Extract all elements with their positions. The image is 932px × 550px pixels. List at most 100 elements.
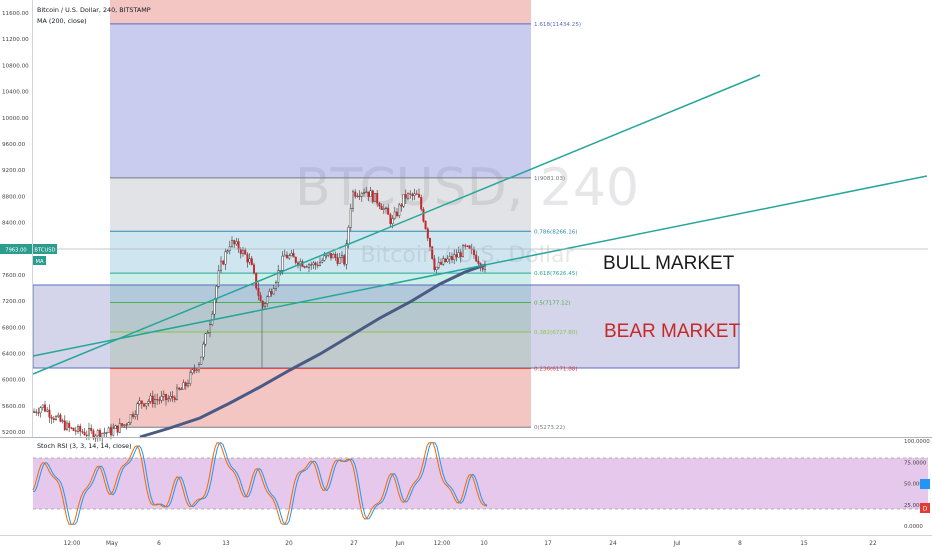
candle-body [409, 193, 412, 195]
candle-body [451, 256, 454, 260]
candle-body [164, 393, 167, 401]
candle-body [39, 407, 42, 414]
candle-body [418, 194, 421, 198]
candle-body [371, 190, 374, 202]
candle-body [85, 434, 88, 437]
fib-zone-0236 [110, 368, 531, 427]
candle-body [142, 403, 145, 407]
candle-body [215, 286, 218, 300]
candle-body [74, 430, 77, 432]
candle-body [44, 404, 47, 412]
candle-body [149, 395, 152, 402]
candle-body [195, 369, 198, 371]
candle-body [347, 227, 350, 244]
fib-level-lines: 1.618(11434.25) 1(9081.03) 0.786(8266.16) 0… [110, 22, 581, 431]
candle-body [129, 414, 132, 423]
fib-retracement-zones[interactable] [110, 0, 531, 427]
candle-body [429, 238, 432, 247]
candle-body [270, 291, 273, 295]
candle-body [204, 333, 207, 345]
candle-body [55, 416, 58, 420]
candle-body [138, 400, 141, 404]
candle-body [369, 190, 372, 197]
candle-body [387, 207, 390, 215]
candle-body [151, 395, 154, 404]
candle-body [292, 253, 295, 258]
ma-badge-text: MA [35, 259, 43, 265]
rsi-k-line [32, 442, 488, 525]
candle-body [345, 243, 348, 265]
candle-body [202, 343, 205, 358]
candle-body [459, 252, 462, 258]
candle-body [444, 258, 447, 262]
candle-body [396, 211, 399, 217]
price-tick-label: 7600.00 [2, 273, 26, 279]
fib-level-label: 0.618(7626.45) [534, 271, 578, 277]
candle-body [426, 228, 429, 239]
candle-body [446, 258, 449, 262]
rsi-k-badge [920, 479, 930, 489]
time-axis[interactable]: 12:00 May 6 13 20 27 Jun 12:00 10 17 24 Jul 8 15 22 [0, 535, 932, 548]
candle-body [277, 270, 280, 283]
rsi-tick-label: 25.0000 [904, 503, 927, 509]
candle-body [437, 262, 440, 268]
candle-body [68, 422, 71, 428]
bear-market-box[interactable] [32, 284, 740, 369]
price-tick-label: 6000.00 [2, 378, 26, 384]
price-tick-label: 9200.00 [2, 168, 26, 174]
candle-body [145, 403, 148, 407]
time-tick-label: 27 [350, 541, 358, 547]
candle-body [219, 260, 222, 271]
candle-body [94, 435, 97, 439]
stoch-rsi-pane[interactable]: Stoch RSI (3, 3, 14, 14, close) 100.0000… [32, 439, 930, 530]
time-tick-label: 15 [800, 541, 808, 547]
candle-body [90, 428, 93, 431]
candle-body [50, 417, 53, 419]
rsi-tick-label: 50.0000 [904, 482, 927, 488]
candle-body [147, 401, 150, 404]
candle-body [376, 193, 379, 204]
candle-body [250, 258, 253, 266]
trend-line-lower[interactable] [32, 175, 928, 357]
candle-body [442, 258, 445, 265]
candle-body [92, 430, 95, 439]
candle-body [112, 428, 115, 436]
candle-body [230, 240, 233, 247]
candle-body [103, 432, 106, 434]
candle-body [134, 414, 137, 417]
candle-body [440, 262, 443, 265]
candle-body [96, 430, 99, 437]
time-tick-label: 24 [609, 541, 617, 547]
candle-body [226, 250, 229, 253]
candle-body [431, 246, 434, 259]
candle-body [37, 412, 40, 414]
watermark-description: Bitcoin / U.S. Dollar [360, 243, 574, 268]
time-tick-label: 12:00 [434, 541, 451, 547]
candle-body [308, 264, 311, 268]
candle-body [415, 193, 418, 195]
candle-body [332, 254, 335, 259]
candle-body [193, 369, 196, 371]
candle-body [160, 396, 163, 401]
candle-body [244, 249, 247, 255]
last-price-badge-text: 7963.00 [5, 248, 26, 254]
candle-body [468, 245, 471, 249]
fib-level-label: 0(5273.22) [534, 425, 565, 431]
trend-line-upper[interactable] [32, 74, 761, 375]
candle-body [239, 249, 242, 254]
fib-zone-0382 [110, 332, 531, 368]
candle-body [312, 262, 315, 265]
candle-body [349, 208, 352, 228]
candle-body [158, 399, 161, 401]
candle-body [48, 409, 51, 418]
candle-body [279, 270, 282, 272]
rsi-d-badge [920, 503, 930, 513]
candle-body [153, 399, 156, 404]
candle-body [294, 256, 297, 263]
candle-body [98, 430, 101, 439]
fib-level-label: 0.5(7177.12) [534, 301, 570, 307]
candle-body [290, 253, 293, 256]
candle-body [393, 211, 396, 219]
candle-body [83, 432, 86, 436]
